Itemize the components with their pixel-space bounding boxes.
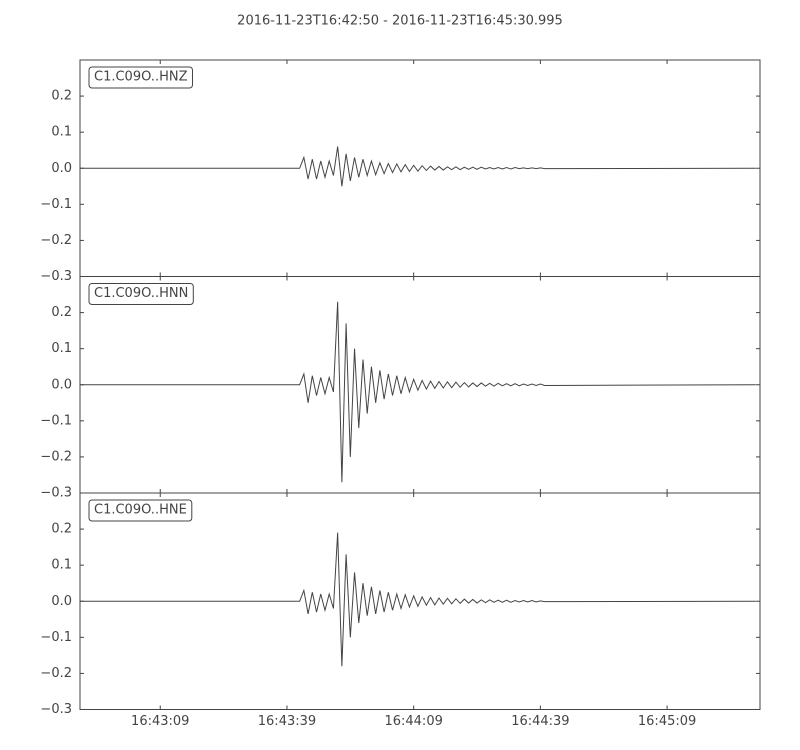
y-tick-label: −0.2 xyxy=(40,666,72,681)
axes-frame xyxy=(79,492,761,710)
y-tick-label: −0.3 xyxy=(40,486,72,501)
x-tick-label: 16:44:09 xyxy=(384,714,442,729)
y-tick-label: 0.0 xyxy=(51,161,72,176)
trace-label-box xyxy=(88,499,193,522)
waveform xyxy=(80,532,756,667)
trace-label: C1.C09O..HNZ xyxy=(94,70,188,85)
y-tick-label: 0.1 xyxy=(51,558,72,573)
chart-title: 2016-11-23T16:42:50 - 2016-11-23T16:45:3… xyxy=(237,14,563,29)
trace-label: C1.C09O..HNE xyxy=(94,503,187,518)
x-tick-label: 16:45:09 xyxy=(638,714,696,729)
y-tick-label: 0.1 xyxy=(51,341,72,356)
y-tick-label: −0.3 xyxy=(40,702,72,717)
y-tick-label: −0.1 xyxy=(40,413,72,428)
y-tick-label: −0.2 xyxy=(40,233,72,248)
y-tick-label: 0.2 xyxy=(51,522,72,537)
y-tick-label: 0.1 xyxy=(51,125,72,140)
y-tick-label: 0.2 xyxy=(51,89,72,104)
x-tick-label: 16:43:39 xyxy=(258,714,316,729)
x-tick-label: 16:43:09 xyxy=(131,714,189,729)
trace-label-box xyxy=(88,66,193,89)
y-tick-label: −0.3 xyxy=(40,269,72,284)
waveform xyxy=(80,301,756,483)
y-tick-label: −0.1 xyxy=(40,630,72,645)
trace-label: C1.C09O..HNN xyxy=(94,286,188,301)
trace-label-box xyxy=(88,283,194,305)
x-tick-label: 16:44:39 xyxy=(511,714,569,729)
y-tick-label: 0.0 xyxy=(51,594,72,609)
waveform xyxy=(80,146,756,187)
y-tick-label: 0.0 xyxy=(51,377,72,392)
y-tick-label: 0.2 xyxy=(51,305,72,320)
y-tick-label: −0.1 xyxy=(40,197,72,212)
y-tick-label: −0.2 xyxy=(40,449,72,464)
